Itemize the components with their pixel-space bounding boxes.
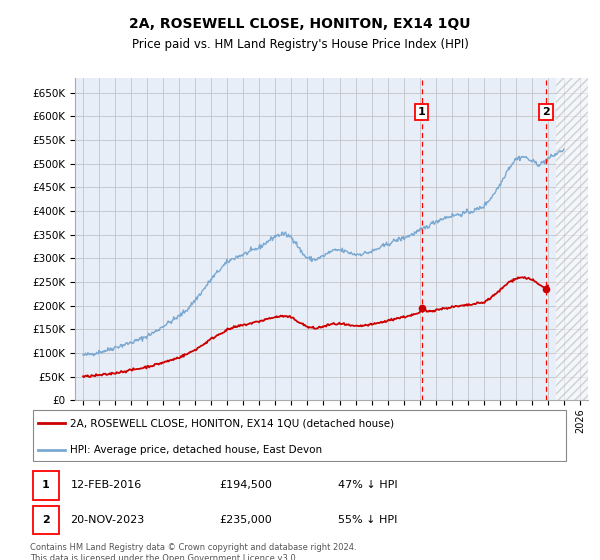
Text: 1: 1	[42, 480, 50, 490]
Text: Contains HM Land Registry data © Crown copyright and database right 2024.
This d: Contains HM Land Registry data © Crown c…	[30, 543, 356, 560]
Text: 47% ↓ HPI: 47% ↓ HPI	[338, 480, 397, 490]
FancyBboxPatch shape	[33, 506, 59, 534]
FancyBboxPatch shape	[33, 410, 566, 461]
FancyBboxPatch shape	[33, 471, 59, 500]
Bar	[556, 78, 588, 400]
Text: 12-FEB-2016: 12-FEB-2016	[71, 480, 142, 490]
Text: HPI: Average price, detached house, East Devon: HPI: Average price, detached house, East…	[71, 445, 323, 455]
Text: £235,000: £235,000	[219, 515, 272, 525]
Text: 2: 2	[542, 107, 550, 117]
Text: 55% ↓ HPI: 55% ↓ HPI	[338, 515, 397, 525]
Text: Price paid vs. HM Land Registry's House Price Index (HPI): Price paid vs. HM Land Registry's House …	[131, 38, 469, 52]
Text: 2A, ROSEWELL CLOSE, HONITON, EX14 1QU (detached house): 2A, ROSEWELL CLOSE, HONITON, EX14 1QU (d…	[71, 418, 395, 428]
Text: 1: 1	[418, 107, 425, 117]
Text: 2A, ROSEWELL CLOSE, HONITON, EX14 1QU: 2A, ROSEWELL CLOSE, HONITON, EX14 1QU	[129, 16, 471, 30]
Text: £194,500: £194,500	[219, 480, 272, 490]
Text: 2: 2	[42, 515, 50, 525]
Text: 20-NOV-2023: 20-NOV-2023	[71, 515, 145, 525]
